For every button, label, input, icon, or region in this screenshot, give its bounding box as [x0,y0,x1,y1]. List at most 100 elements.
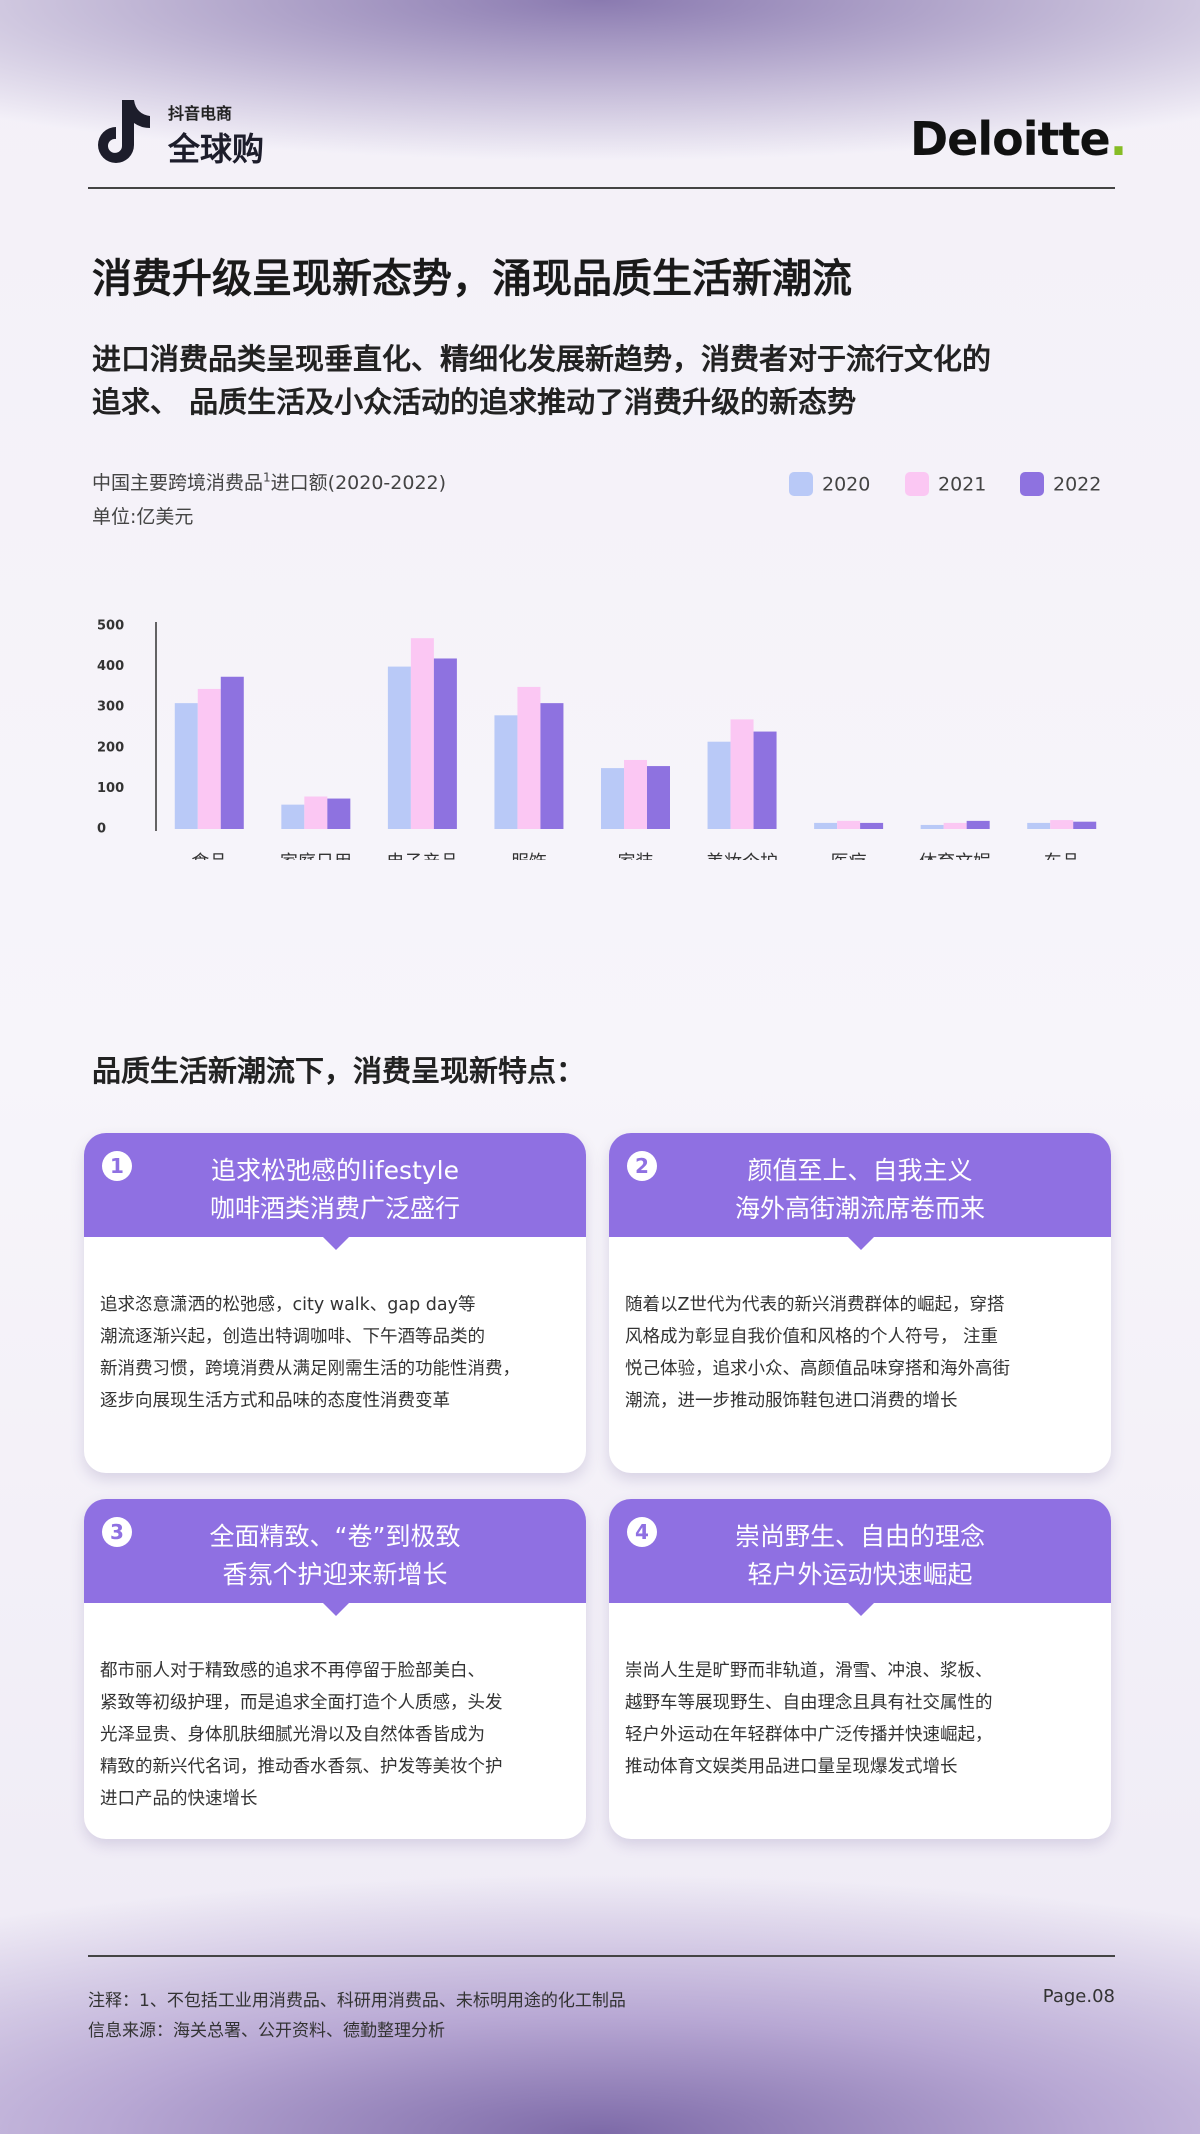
card-heading: 香氛个护迎来新增长 [222,1560,448,1589]
y-tick-label: 200 [97,740,124,755]
bar [327,798,351,829]
bar [281,804,305,829]
card-heading: 追求松弛感的lifestyle [210,1156,460,1185]
footnote-mark: 1 [263,470,271,485]
legend-label: 2020 [822,474,870,496]
card-notch [322,1236,350,1250]
tiktok-icon [98,100,150,163]
subtitle-line: 追求、 品质生活及小众活动的追求推动了消费升级的新态势 [92,385,857,419]
footnote: 注释：1、不包括工业用消费品、科研用消费品、未标明用途的化工制品 [88,1991,626,2011]
bar [943,822,967,829]
header-rule [88,187,1115,189]
card-notch [322,1602,350,1616]
chart: 0 100 200 300 400 500 2020 2021 2022 食品 家庭日用 电子产品 服饰… [97,472,1101,860]
y-tick-label: 300 [97,700,124,715]
bar [433,658,457,829]
bar [220,676,244,829]
bar [753,731,777,829]
legend-swatch [905,472,929,496]
x-tick-label: 体育文娱 [919,852,991,860]
card-heading: 轻户外运动快速崛起 [747,1560,973,1589]
legend-swatch [1020,472,1044,496]
card-heading: 全面精致、“卷”到极致 [209,1522,461,1551]
source: 信息来源：海关总署、公开资料、德勤整理分析 [88,2021,445,2041]
card-body-line: 推动体育文娱类用品进口量呈现爆发式增长 [625,1757,958,1777]
x-tick-label: 美妆个护 [706,852,778,860]
card-number: 3 [102,1517,132,1547]
bar [624,759,647,829]
card-notch [847,1602,875,1616]
bar [707,741,731,829]
card-body-line: 逐步向展现生活方式和品味的态度性消费变革 [100,1391,450,1411]
legend-label: 2021 [938,474,986,496]
bar [601,768,624,829]
card-body-line: 潮流，进一步推动服饰鞋包进口消费的增长 [625,1391,958,1411]
bar [410,638,434,829]
card-number: 1 [102,1151,132,1181]
card-body-line: 随着以Z世代为代表的新兴消费群体的崛起，穿搭 [625,1295,1005,1315]
x-tick-label: 服饰 [511,852,547,860]
page-number: Page.08 [1042,1986,1115,2007]
card-body-line: 新消费习惯，跨境消费从满足刚需生活的功能性消费， [100,1359,520,1379]
page-title: 消费升级呈现新态势，涌现品质生活新潮流 [92,255,852,302]
bar [174,703,198,829]
card: 1 追求松弛感的lifestyle 咖啡酒类消费广泛盛行 追求恣意潇洒的松弛感，cit… [84,1133,586,1473]
card-body-line: 风格成为彰显自我价值和风格的个人符号， 注重 [625,1327,999,1347]
card-body-line: 都市丽人对于精致感的追求不再停留于脸部美白、 [100,1661,485,1681]
bar [304,796,328,829]
chart-title: 中国主要跨境消费品1进口额(2020-2022) [92,468,446,495]
legend-label: 2022 [1053,474,1101,496]
card-notch [847,1236,875,1250]
bar [494,715,518,829]
brand-name: Deloitte [910,112,1111,166]
card-body-line: 轻户外运动在年轻群体中广泛传播并快速崛起， [625,1725,993,1745]
bar [540,703,564,829]
card-body-line: 越野车等展现野生、自由理念且具有社交属性的 [625,1693,993,1713]
x-tick-label: 电子产品 [386,852,458,860]
y-tick-label: 500 [97,619,124,634]
logo-large: 全球购 [168,130,265,168]
bar [647,766,670,829]
bar [197,688,221,829]
card-body-line: 紧致等初级护理，而是追求全面打造个人质感，头发 [100,1693,503,1713]
card-body-line: 光泽显贵、身体肌肤细腻光滑以及自然体香皆成为 [100,1725,485,1745]
card-header [609,1133,1111,1237]
bar [517,686,541,829]
bar [966,820,990,829]
y-tick-label: 0 [97,822,106,837]
bar [1073,821,1097,829]
bar [920,824,944,829]
card-heading: 海外高街潮流席卷而来 [734,1194,985,1223]
chart-unit: 单位:亿美元 [92,506,194,528]
logo-small: 抖音电商 [168,104,233,123]
card-header [84,1499,586,1603]
card-body-line: 潮流逐渐兴起，创造出特调咖啡、下午酒等品类的 [100,1327,485,1347]
footer-rule [88,1955,1115,1957]
card: 3 全面精致、“卷”到极致 香氛个护迎来新增长都市丽人对于精致感的追求不再停留于脸部… [84,1499,586,1839]
card-body-line: 崇尚人生是旷野而非轨道，滑雪、冲浪、浆板、 [625,1661,993,1681]
y-tick-label: 100 [97,781,124,796]
bar [860,822,884,829]
x-tick-label: 医疗 [831,852,867,860]
subtitle-line: 进口消费品类呈现垂直化、精细化发展新趋势，消费者对于流行文化的 [92,342,992,376]
subtitle: 进口消费品类呈现垂直化、精细化发展新趋势，消费者对于流行文化的 追求、 品质生活及… [92,338,991,424]
card-body-line: 悦己体验，追求小众、高颜值品味穿搭和海外高街 [625,1359,1010,1379]
card-heading: 崇尚野生、自由的理念 [734,1522,985,1551]
bar [837,820,861,829]
card-body-line: 精致的新兴代名词，推动香水香氛、护发等美妆个护 [100,1757,503,1777]
bar [814,822,838,829]
card-header [609,1499,1111,1603]
bar [1027,822,1051,829]
bar [387,666,411,829]
x-tick-label: 家装 [618,852,654,860]
card-number: 2 [627,1151,657,1181]
x-tick-label: 车品 [1044,852,1080,860]
brand: Deloitte. [910,112,1127,166]
x-tick-label: 家庭日用 [280,852,352,860]
card-number: 4 [627,1517,657,1547]
card-header [84,1133,586,1237]
y-tick-label: 400 [97,659,124,674]
section-title: 品质生活新潮流下，消费呈现新特点： [92,1054,586,1088]
card-heading: 咖啡酒类消费广泛盛行 [209,1194,460,1223]
